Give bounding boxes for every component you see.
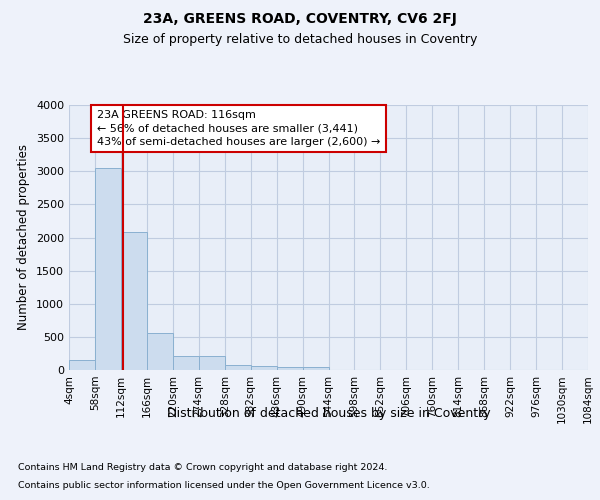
Bar xyxy=(173,356,199,370)
Text: Size of property relative to detached houses in Coventry: Size of property relative to detached ho… xyxy=(123,32,477,46)
Bar xyxy=(95,168,121,370)
Bar xyxy=(225,364,251,370)
Bar xyxy=(251,366,277,370)
Bar xyxy=(147,333,173,370)
Text: 23A GREENS ROAD: 116sqm
← 56% of detached houses are smaller (3,441)
43% of semi: 23A GREENS ROAD: 116sqm ← 56% of detache… xyxy=(97,110,380,146)
Text: Distribution of detached houses by size in Coventry: Distribution of detached houses by size … xyxy=(167,408,491,420)
Bar xyxy=(121,232,147,370)
Text: Contains public sector information licensed under the Open Government Licence v3: Contains public sector information licen… xyxy=(18,481,430,490)
Bar xyxy=(199,356,224,370)
Bar xyxy=(69,360,95,370)
Bar xyxy=(277,367,302,370)
Bar xyxy=(302,367,329,370)
Y-axis label: Number of detached properties: Number of detached properties xyxy=(17,144,31,330)
Text: Contains HM Land Registry data © Crown copyright and database right 2024.: Contains HM Land Registry data © Crown c… xyxy=(18,462,388,471)
Text: 23A, GREENS ROAD, COVENTRY, CV6 2FJ: 23A, GREENS ROAD, COVENTRY, CV6 2FJ xyxy=(143,12,457,26)
